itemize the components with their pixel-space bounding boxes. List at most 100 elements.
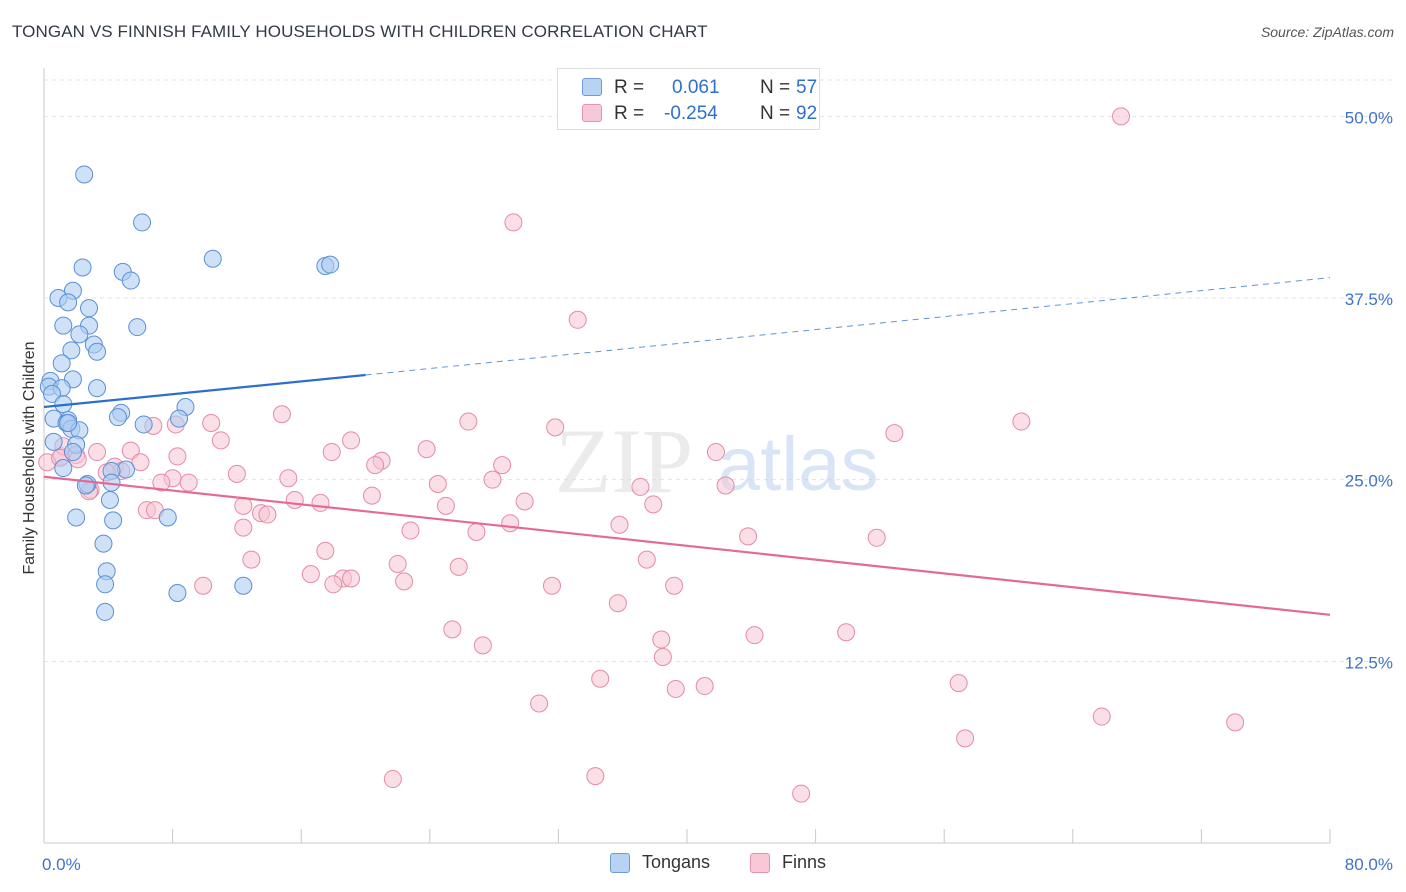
finns-point: [395, 572, 414, 591]
tongans-point: [88, 379, 107, 398]
finns-point: [211, 431, 230, 450]
finns-point: [202, 413, 221, 432]
finns-point: [591, 669, 610, 688]
finns-point: [610, 515, 629, 534]
finns-point: [837, 623, 856, 642]
y-tick-label: 12.5%: [1345, 653, 1393, 672]
tongans-point: [170, 409, 189, 428]
tongans-trend-line: [43, 373, 366, 409]
finns-point: [401, 521, 420, 540]
tongans-point: [88, 342, 107, 361]
tongans-point: [52, 354, 71, 373]
r-value: -0.254: [664, 103, 718, 124]
finns-point: [644, 495, 663, 514]
finns-point: [608, 594, 627, 613]
finns-point: [493, 456, 512, 475]
n-value: 57: [796, 77, 818, 98]
finns-point: [631, 477, 650, 496]
finns-point: [152, 473, 171, 492]
finns-point: [652, 630, 671, 649]
n-label: N =: [760, 103, 791, 124]
x-tick-label: 80.0%: [1345, 855, 1393, 874]
tongans-point: [54, 316, 73, 335]
finns-point: [131, 453, 150, 472]
finns-point: [459, 412, 478, 431]
r-value: 0.061: [672, 77, 720, 98]
finns-point: [322, 443, 341, 462]
y-tick-label: 50.0%: [1345, 108, 1393, 127]
finns-swatch: [582, 104, 602, 122]
tongans-point: [128, 318, 147, 337]
tongans-point: [100, 491, 119, 510]
tongans-swatch: [610, 853, 630, 873]
tongans-swatch: [582, 78, 602, 96]
finns-point: [388, 554, 407, 573]
tongans-point: [203, 249, 222, 268]
y-tick-label: 37.5%: [1345, 290, 1393, 309]
finns-point: [546, 418, 565, 437]
finns-point: [637, 550, 656, 569]
tongans-point: [70, 325, 89, 344]
chart-title: TONGAN VS FINNISH FAMILY HOUSEHOLDS WITH…: [12, 22, 708, 41]
tongans-point: [134, 415, 153, 434]
r-label: R =: [614, 103, 645, 124]
tongans-point: [75, 165, 94, 184]
finns-point: [1112, 107, 1131, 126]
finns-point: [362, 486, 381, 505]
finns-point: [449, 557, 468, 576]
tongans-point: [67, 508, 86, 527]
finns-point: [885, 424, 904, 443]
tongans-point: [54, 459, 73, 478]
source-label: Source: ZipAtlas.com: [1260, 24, 1394, 40]
finns-point: [530, 694, 549, 713]
x-tick-label: 0.0%: [42, 855, 81, 874]
finns-point: [194, 576, 213, 595]
finns-point: [443, 620, 462, 639]
finns-point: [792, 784, 811, 803]
finns-point: [867, 528, 886, 547]
watermark-zip: ZIP: [555, 410, 693, 512]
tongans-point: [104, 511, 123, 530]
legend-label-tongans: Tongans: [642, 852, 711, 872]
finns-point: [716, 476, 735, 495]
finns-point: [949, 674, 968, 693]
tongans-point: [168, 584, 187, 603]
finns-point: [1226, 713, 1245, 732]
finns-point: [316, 541, 335, 560]
finns-point: [342, 569, 361, 588]
finns-point: [168, 447, 187, 466]
tongans-point: [96, 602, 115, 621]
finns-point: [342, 431, 361, 450]
n-label: N =: [760, 77, 791, 98]
tongans-point: [321, 255, 340, 274]
finns-point: [436, 496, 455, 515]
finns-point: [227, 464, 246, 483]
tongans-point: [234, 576, 253, 595]
finns-point: [234, 518, 253, 537]
finns-point: [366, 456, 385, 475]
finns-point: [745, 626, 764, 645]
finns-point: [242, 550, 261, 569]
trend-lines: [43, 277, 1331, 616]
watermark: ZIP atlas: [555, 410, 879, 512]
tongans-point: [121, 271, 140, 290]
finns-point: [428, 475, 447, 494]
finns-point: [542, 576, 561, 595]
finns-point: [383, 770, 402, 789]
finns-point: [483, 470, 502, 489]
finns-point: [706, 443, 725, 462]
tongans-point: [44, 432, 63, 451]
stats-legend: R = 0.061 N = 57 R = -0.254 N = 92: [557, 68, 820, 130]
n-value: 92: [796, 103, 818, 124]
finns-point: [739, 527, 758, 546]
tongans-trend-extension: [365, 277, 1331, 376]
finns-point: [586, 767, 605, 786]
gridlines: [44, 79, 1392, 662]
finns-point: [88, 443, 107, 462]
finns-point: [301, 565, 320, 584]
finns-point: [285, 491, 304, 510]
y-tick-label: 25.0%: [1345, 472, 1393, 491]
legend-label-finns: Finns: [782, 852, 827, 872]
finns-point: [515, 492, 534, 511]
